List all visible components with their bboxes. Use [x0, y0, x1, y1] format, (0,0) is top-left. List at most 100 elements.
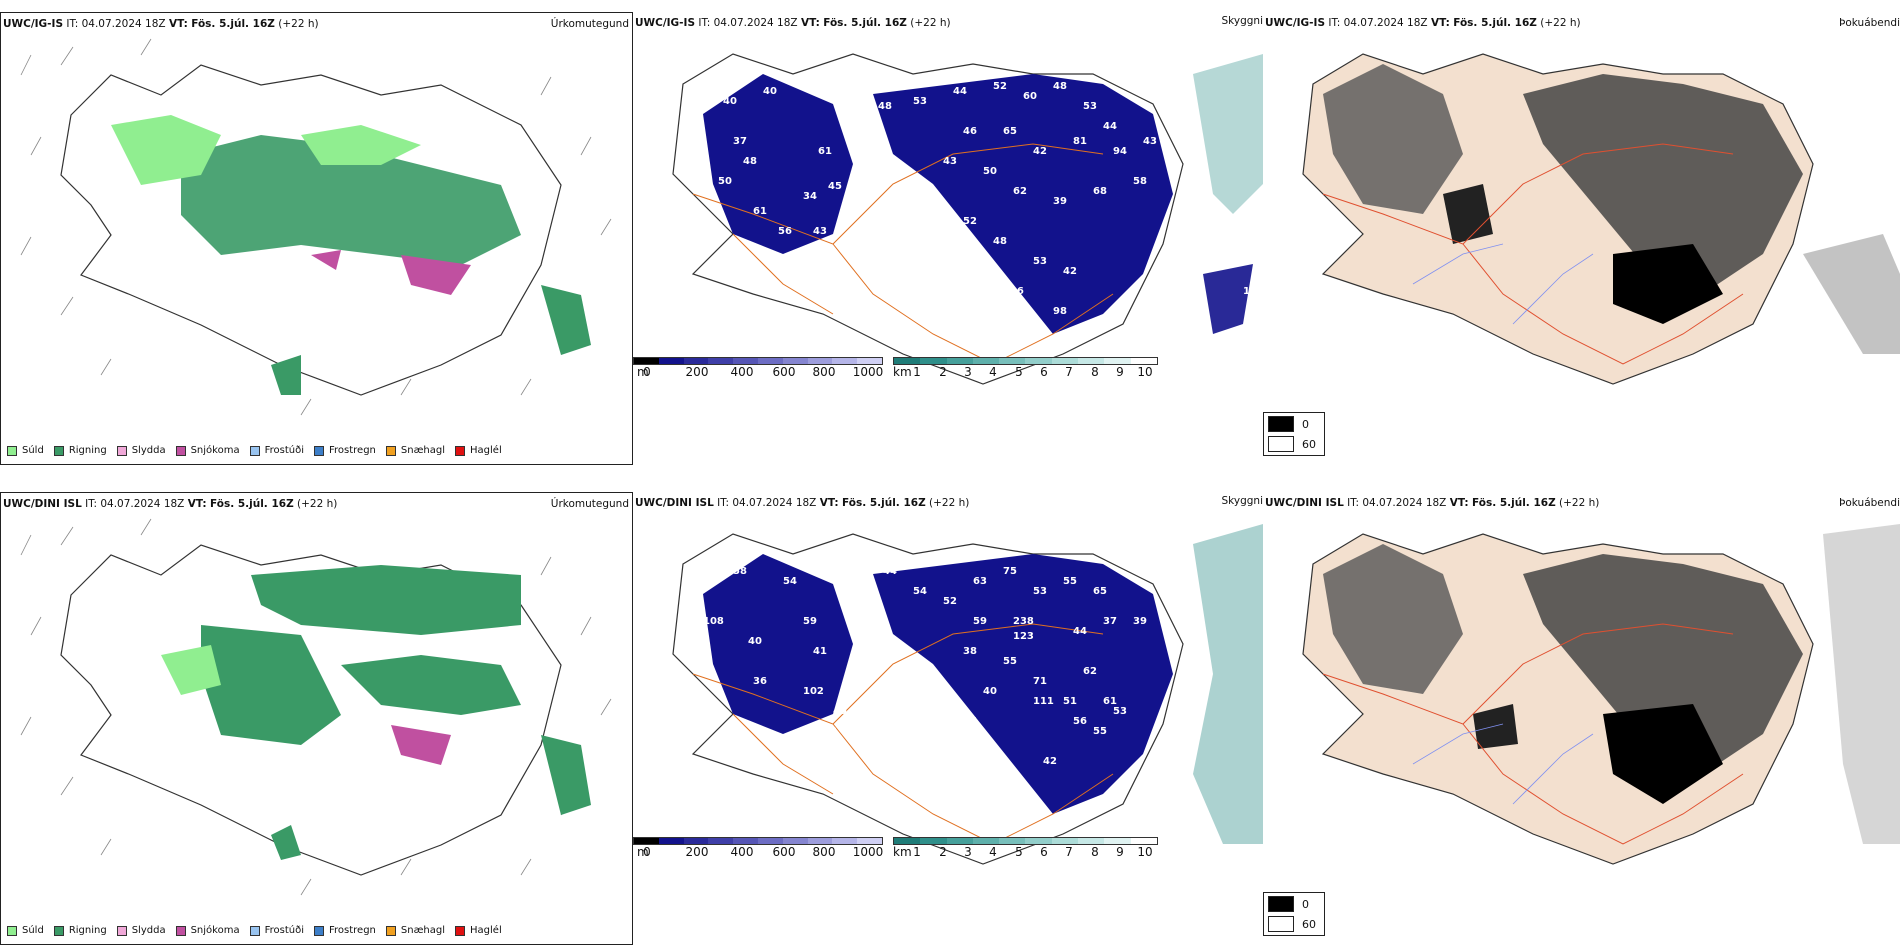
cloud-base-label: 46 — [963, 126, 977, 137]
cloud-base-label: 108 — [703, 616, 724, 627]
precip-legend: Súld Rigning Slydda Snjókoma Frostúði Fr… — [7, 925, 502, 936]
cloud-base-label: 48 — [933, 746, 947, 757]
cloud-base-label: 36 — [753, 676, 767, 687]
cloud-base-label: 53 — [1033, 586, 1047, 597]
cloud-base-label: 50 — [718, 176, 732, 187]
colorbar-tick: 0 — [643, 845, 651, 859]
height-colorbar: m 0 200 400 600 800 1000 — [633, 357, 883, 379]
cloud-base-label: 46 — [963, 716, 977, 727]
cloud-base-label: 43 — [813, 226, 827, 237]
legend-item: Rigning — [53, 925, 107, 936]
colorbar-tick: 10 — [1137, 845, 1153, 859]
cloud-base-label: 39 — [1133, 616, 1147, 627]
cloud-base-label: 62 — [1013, 186, 1027, 197]
cloud-map: 5854108405941361024962444344545263755355… — [672, 524, 1263, 865]
product-label: Skyggni — [1221, 15, 1264, 27]
cloud-base-label: 56 — [1073, 716, 1087, 727]
cloud-base-label: 53 — [1113, 706, 1127, 717]
fog-map — [1302, 524, 1900, 865]
cloud-base-label: 126 — [1003, 286, 1024, 297]
colorbar-tick: 7 — [1065, 365, 1073, 379]
legend-item: Haglél — [455, 445, 502, 456]
colorbar-tick: 4 — [989, 845, 997, 859]
cloud-base-label: 40 — [723, 96, 737, 107]
colorbar-tick: 2 — [939, 845, 947, 859]
precip-legend: Súld Rigning Slydda Snjókoma Frostúði Fr… — [7, 445, 502, 456]
cloud-base-label: 44 — [953, 86, 967, 97]
legend-item: Slydda — [116, 445, 166, 456]
colorbar-tick: 10 — [1137, 365, 1153, 379]
colorbar-unit: m — [637, 365, 649, 379]
cloud-base-label: 55 — [1063, 576, 1077, 587]
cloud-base-label: 51 — [1063, 696, 1077, 707]
colorbar-tick: 5 — [1015, 365, 1023, 379]
cloud-base-label: 52 — [993, 81, 1007, 92]
cloud-base-label: 40 — [748, 636, 762, 647]
cloud-panel-bottom: UWC/DINI ISL IT: 04.07.2024 18Z VT: Fös.… — [633, 492, 1263, 945]
cloud-base-label: 111 — [1033, 696, 1054, 707]
cloud-base-label: 44 — [883, 566, 897, 577]
cloud-base-label: 53 — [1033, 256, 1047, 267]
legend-item: Frostregn — [314, 445, 376, 456]
colorbar-tick: 1000 — [852, 365, 884, 379]
cloud-base-label: 94 — [1113, 146, 1127, 157]
cloud-panel-top: UWC/IG-IS IT: 04.07.2024 18Z VT: Fös. 5.… — [633, 12, 1263, 465]
panel-title: UWC/IG-IS IT: 04.07.2024 18Z VT: Fös. 5.… — [1265, 17, 1581, 29]
cloud-base-label: 81 — [1073, 136, 1087, 147]
cloud-base-label: 42 — [1063, 266, 1077, 277]
cloud-base-label: 100 — [1013, 806, 1034, 817]
precip-panel-bottom: UWC/DINI ISL IT: 04.07.2024 18Z VT: Fös.… — [0, 492, 633, 945]
cloud-base-label: 48 — [1053, 81, 1067, 92]
cloud-base-label: 38 — [893, 196, 907, 207]
product-label: Skyggni — [1221, 495, 1264, 507]
cloud-base-label: 41 — [813, 646, 827, 657]
colorbar-tick: 800 — [812, 365, 836, 379]
colorbar-tick: 200 — [685, 365, 709, 379]
cloud-base-label: 169 — [1243, 286, 1263, 297]
cloud-base-label: 63 — [973, 576, 987, 587]
panel-title: UWC/IG-IS IT: 04.07.2024 18Z VT: Fös. 5.… — [3, 18, 319, 30]
legend-item: Frostúði — [249, 925, 304, 936]
legend-item: Snjókoma — [175, 445, 240, 456]
cloud-base-label: 38 — [963, 646, 977, 657]
colorbar-unit: km — [893, 365, 912, 379]
colorbar-tick: 1 — [913, 365, 921, 379]
panel-title: UWC/IG-IS IT: 04.07.2024 18Z VT: Fös. 5.… — [635, 17, 951, 29]
cloud-base-label: 238 — [1013, 616, 1034, 627]
cloud-base-label: 56 — [778, 226, 792, 237]
cloud-base-label: 48 — [878, 101, 892, 112]
product-label: Úrkomutegund — [550, 498, 629, 510]
fog-panel-bottom: UWC/DINI ISL IT: 04.07.2024 18Z VT: Fös.… — [1263, 492, 1900, 945]
cloud-base-label: 60 — [1023, 91, 1037, 102]
colorbar-tick: 5 — [1015, 845, 1023, 859]
cloud-base-label: 54 — [783, 576, 797, 587]
colorbar-tick: 200 — [685, 845, 709, 859]
cloud-base-label: 51 — [973, 746, 987, 757]
cloud-base-label: 43 — [1143, 136, 1157, 147]
cloud-base-label: 49 — [833, 706, 847, 717]
colorbar-tick: 1000 — [852, 845, 884, 859]
product-label: Þokuábendi — [1839, 497, 1900, 509]
cloud-base-label: 53 — [913, 96, 927, 107]
colorbar-tick: 4 — [989, 365, 997, 379]
cloud-base-label: 38 — [883, 166, 897, 177]
fog-legend: 0 60 — [1263, 412, 1325, 456]
product-label: Þokuábendi — [1839, 17, 1900, 29]
cloud-base-label: 61 — [818, 146, 832, 157]
cloud-base-label: 98 — [1053, 306, 1067, 317]
cloud-base-label: 53 — [1083, 101, 1097, 112]
cloud-base-label: 103 — [983, 776, 1004, 787]
precip-map — [20, 38, 612, 416]
panel-title: UWC/DINI ISL IT: 04.07.2024 18Z VT: Fös.… — [3, 498, 338, 510]
fog-panel-top: UWC/IG-IS IT: 04.07.2024 18Z VT: Fös. 5.… — [1263, 12, 1900, 465]
colorbar-tick: 6 — [1040, 365, 1048, 379]
cloud-base-label: 37 — [1103, 616, 1117, 627]
cloud-base-label: 37 — [733, 136, 747, 147]
colorbar-tick: 9 — [1116, 845, 1124, 859]
colorbar-tick: 3 — [964, 365, 972, 379]
legend-item: Snæhagl — [385, 445, 445, 456]
colorbar-tick: 2 — [939, 365, 947, 379]
cloud-base-label: 52 — [963, 216, 977, 227]
cloud-base-label: 52 — [943, 596, 957, 607]
